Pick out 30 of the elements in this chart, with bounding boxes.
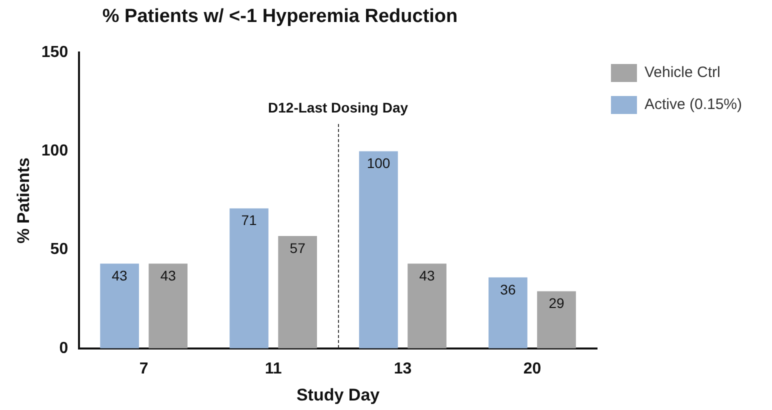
y-axis-title: % Patients [14,158,33,244]
bar [148,264,188,348]
y-tick-label: 100 [41,142,68,160]
bar [100,264,139,348]
data-label: 43 [160,267,176,284]
x-tick-label: 11 [264,360,282,378]
x-axis-title: Study Day [296,385,380,404]
y-tick-label: 50 [50,241,68,258]
bar [278,236,317,348]
data-label: 43 [419,267,436,284]
bar [488,277,528,348]
bar [537,291,576,348]
data-label: 43 [112,267,128,284]
y-tick-label: 150 [41,44,68,62]
x-tick-label: 20 [523,360,542,378]
x-tick-label: 13 [394,360,412,378]
legend-label: Vehicle Ctrl [644,64,720,82]
bar [230,208,268,348]
chart-title: % Patients w/ <-1 Hyperemia Reduction [101,6,459,28]
x-tick-label: 7 [139,360,148,378]
data-label: 57 [290,240,306,256]
bar [408,264,446,348]
data-label: 29 [548,295,564,312]
annotation: D12-Last Dosing Day [268,99,408,116]
data-label: 36 [500,281,516,298]
legend-label: Active (0.15%) [644,96,742,114]
data-label: 71 [241,212,258,228]
bar [359,151,398,348]
data-label: 100 [366,155,390,172]
y-tick-label: 0 [59,340,68,357]
